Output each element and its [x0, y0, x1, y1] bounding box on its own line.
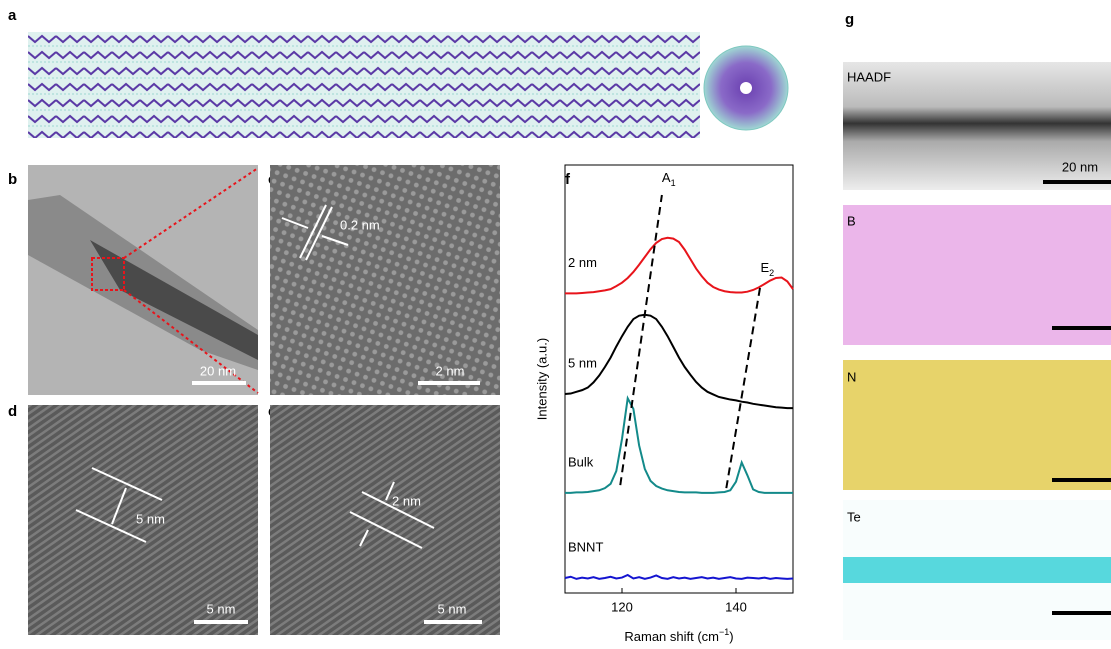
panel-letter: g — [845, 11, 854, 28]
scale-bar — [424, 620, 482, 624]
spacing-label: 0.2 nm — [340, 217, 380, 232]
spectrum — [565, 398, 793, 493]
map-label: Te — [847, 509, 861, 524]
scale-label: 5 nm — [438, 601, 467, 616]
peak-label: A1 — [662, 170, 676, 188]
scale-label: 5 nm — [207, 601, 236, 616]
series-label: Bulk — [568, 454, 594, 469]
width-label: 2 nm — [392, 493, 421, 508]
series-label: BNNT — [568, 539, 603, 554]
scale-bar — [194, 620, 248, 624]
hrtem-image — [270, 165, 500, 395]
scale-bar — [1052, 611, 1111, 615]
panel-letter: d — [8, 403, 17, 420]
width-label: 5 nm — [136, 511, 165, 526]
b-map — [843, 205, 1111, 345]
n-map — [843, 360, 1111, 490]
scale-label: 20 nm — [1062, 159, 1098, 174]
x-tick-label: 140 — [725, 599, 747, 614]
te-band — [843, 557, 1111, 583]
peak-label-sub: 2 — [769, 268, 774, 278]
x-axis-label-sup: −1 — [719, 627, 729, 637]
scale-bar — [418, 381, 480, 385]
panel-letter: a — [8, 7, 17, 24]
x-axis-label: Raman shift (cm−1) — [624, 627, 733, 644]
peak-trend — [726, 285, 760, 488]
scale-label: 2 nm — [436, 363, 465, 378]
nanotube-model — [28, 32, 700, 138]
figure: a b 20 nm c 0.2 nm 2 nm d 5 nm 5 nm e 2 … — [0, 0, 1111, 649]
cross-section-core — [740, 82, 752, 94]
peak-label-text: A — [662, 170, 671, 185]
panel-letter: f — [565, 171, 571, 188]
scale-bar — [192, 381, 246, 385]
peak-label: E2 — [761, 260, 775, 278]
spectrum — [565, 238, 793, 294]
page: a b 20 nm c 0.2 nm 2 nm d 5 nm 5 nm e 2 … — [0, 0, 1111, 649]
scale-bar — [1052, 326, 1111, 330]
spectrum — [565, 575, 793, 579]
y-axis-label: Intensity (a.u.) — [534, 338, 549, 420]
spectrum — [565, 315, 793, 408]
scale-label: 20 nm — [200, 363, 236, 378]
scale-bar — [1052, 478, 1111, 482]
scale-bar — [1043, 180, 1111, 184]
map-label: B — [847, 213, 856, 228]
x-axis-label-end: ) — [729, 629, 733, 644]
x-axis-label-text: Raman shift (cm — [624, 629, 719, 644]
map-label: N — [847, 369, 856, 384]
peak-label-text: E — [761, 260, 770, 275]
series-label: 2 nm — [568, 255, 597, 270]
x-tick-label: 120 — [611, 599, 633, 614]
peak-trend — [620, 195, 662, 485]
peak-label-sub: 1 — [671, 178, 676, 188]
series-label: 5 nm — [568, 355, 597, 370]
panel-letter: b — [8, 171, 17, 188]
plot-frame — [565, 165, 793, 593]
map-label: HAADF — [847, 69, 891, 84]
